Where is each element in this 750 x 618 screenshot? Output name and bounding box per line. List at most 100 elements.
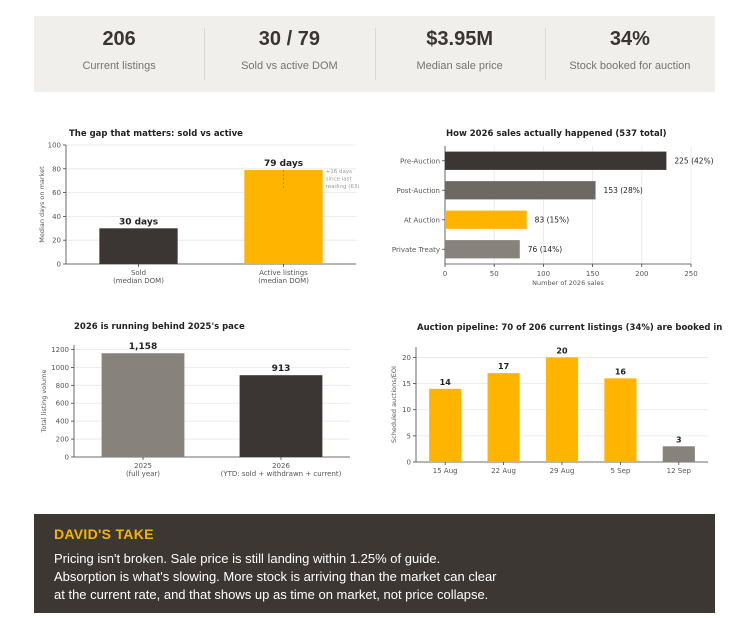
kpi-label: Current listings [82, 60, 156, 72]
bar-12-sep [662, 446, 695, 462]
kpi-value: $3.95M [426, 28, 493, 50]
x-axis-label: Number of 2026 sales [532, 279, 604, 287]
chart-title: The gap that matters: sold vs active [69, 129, 243, 139]
kpi-strip: 206 Current listings 30 / 79 Sold vs act… [34, 16, 715, 92]
chart-listing-volume: 2026 is running behind 2025's pace 0 200 40… [40, 322, 350, 478]
x-tick-label: 29 Aug [550, 467, 575, 475]
annotation-text: reading (63) [326, 184, 360, 190]
bar-pre-auction [445, 151, 667, 170]
chart-title: Auction pipeline: 70 of 206 current list… [417, 323, 722, 333]
y-tick-label: 20 [402, 354, 411, 362]
data-label: 1,158 [129, 342, 157, 352]
y-tick-label: 400 [56, 418, 69, 426]
x-tick-label: 12 Sep [667, 467, 692, 475]
bar-29-aug [545, 357, 579, 462]
bar-active-listings [244, 169, 323, 264]
take-title: DAVID'S TAKE [54, 526, 154, 542]
bar-2026 [239, 375, 323, 457]
x-tick-sublabel: (YTD: sold + withdrawn + current) [221, 470, 342, 478]
kpi-label: Stock booked for auction [569, 60, 691, 72]
data-label: 30 days [119, 217, 158, 227]
data-label: 83 (15%) [535, 215, 570, 224]
bar-private-treaty [445, 240, 520, 259]
x-tick-label: 5 Sep [610, 467, 630, 475]
y-axis-label: Total listing volume [40, 370, 48, 434]
bar-sold [99, 228, 178, 264]
x-tick-label: 0 [443, 270, 447, 278]
y-axis-label: Median days on market [38, 166, 46, 243]
y-tick-label: 600 [56, 400, 69, 408]
y-tick-label: 800 [56, 382, 69, 390]
data-label: 14 [440, 378, 452, 387]
x-tick-label: 2025 [134, 462, 152, 470]
y-tick-label: 1000 [51, 364, 69, 372]
y-tick-label: Post-Auction [396, 187, 440, 195]
data-label: 153 (28%) [604, 186, 643, 195]
bar-22-aug [487, 373, 520, 462]
kpi-stock-booked-for-auction: 34% Stock booked for auction [544, 16, 715, 92]
bar-5-sep [604, 378, 637, 462]
y-tick-label: 100 [48, 142, 61, 150]
data-label: 20 [556, 346, 568, 355]
y-tick-label: 80 [52, 165, 61, 173]
x-tick-label: 2026 [272, 462, 290, 470]
x-tick-sublabel: (full year) [126, 470, 160, 478]
x-tick-label: Active listings [259, 269, 308, 277]
y-tick-label: 1200 [51, 346, 69, 354]
y-tick-label: 200 [56, 436, 69, 444]
y-tick-label: 0 [57, 261, 61, 269]
davids-take-panel: DAVID'S TAKE Pricing isn't broken. Sale … [34, 514, 715, 613]
chart-auction-pipeline: Auction pipeline: 70 of 206 current list… [390, 323, 722, 475]
y-tick-label: 0 [407, 459, 411, 467]
chart-sold-vs-active: The gap that matters: sold vs active 0 20 4… [38, 129, 360, 285]
y-tick-label: Private Treaty [392, 246, 440, 254]
x-tick-label: 15 Aug [433, 467, 458, 475]
annotation-text: +16 days [326, 169, 352, 175]
y-tick-label: 60 [52, 189, 61, 197]
chart-title: 2026 is running behind 2025's pace [74, 322, 245, 332]
chart-title: How 2026 sales actually happened (537 to… [446, 129, 667, 139]
data-label: 225 (42%) [674, 156, 713, 165]
data-label: 76 (14%) [528, 245, 563, 254]
x-tick-label: 150 [586, 270, 599, 278]
take-line: Pricing isn't broken. Sale price is stil… [54, 551, 441, 566]
data-label: 17 [498, 362, 509, 371]
kpi-value: 34% [609, 28, 650, 50]
data-label: 3 [676, 435, 682, 444]
x-tick-label: 200 [635, 270, 648, 278]
x-tick-sublabel: (median DOM) [258, 277, 309, 285]
kpi-label: Median sale price [416, 60, 503, 72]
y-tick-label: 0 [65, 454, 69, 462]
y-tick-label: 20 [52, 237, 61, 245]
y-tick-label: 40 [52, 213, 61, 221]
data-label: 913 [272, 364, 291, 374]
kpi-current-listings: 206 Current listings [34, 16, 204, 92]
kpi-median-sale-price: $3.95M Median sale price [374, 16, 545, 92]
x-tick-label: Sold [131, 269, 146, 277]
kpi-label: Sold vs active DOM [241, 60, 338, 72]
data-label: 79 days [264, 159, 303, 169]
x-tick-label: 100 [537, 270, 550, 278]
annotation-text: since last [326, 176, 353, 182]
y-tick-label: 15 [402, 380, 411, 388]
data-label: 16 [615, 367, 627, 376]
bar-2025 [101, 353, 185, 457]
y-tick-label: 10 [402, 406, 411, 414]
kpi-sold-vs-active-dom: 30 / 79 Sold vs active DOM [204, 16, 374, 92]
y-tick-label: Pre-Auction [400, 157, 440, 165]
y-axis-label: Scheduled auctions/EOI [390, 366, 398, 443]
take-line: at the current rate, and that shows up a… [54, 587, 489, 602]
kpi-value: 206 [102, 28, 136, 50]
kpi-value: 30 / 79 [258, 28, 320, 50]
x-tick-sublabel: (median DOM) [113, 277, 164, 285]
bar-at-auction [445, 210, 527, 229]
bar-15-aug [429, 388, 462, 462]
y-tick-label: At Auction [404, 216, 440, 224]
chart-2026-sales-method: How 2026 sales actually happened (537 to… [392, 129, 714, 287]
take-line: Absorption is what's slowing. More stock… [54, 569, 497, 584]
x-tick-label: 50 [490, 270, 499, 278]
x-tick-label: 22 Aug [491, 467, 516, 475]
x-tick-label: 250 [684, 270, 697, 278]
y-tick-label: 5 [407, 432, 411, 440]
bar-post-auction [445, 181, 596, 200]
